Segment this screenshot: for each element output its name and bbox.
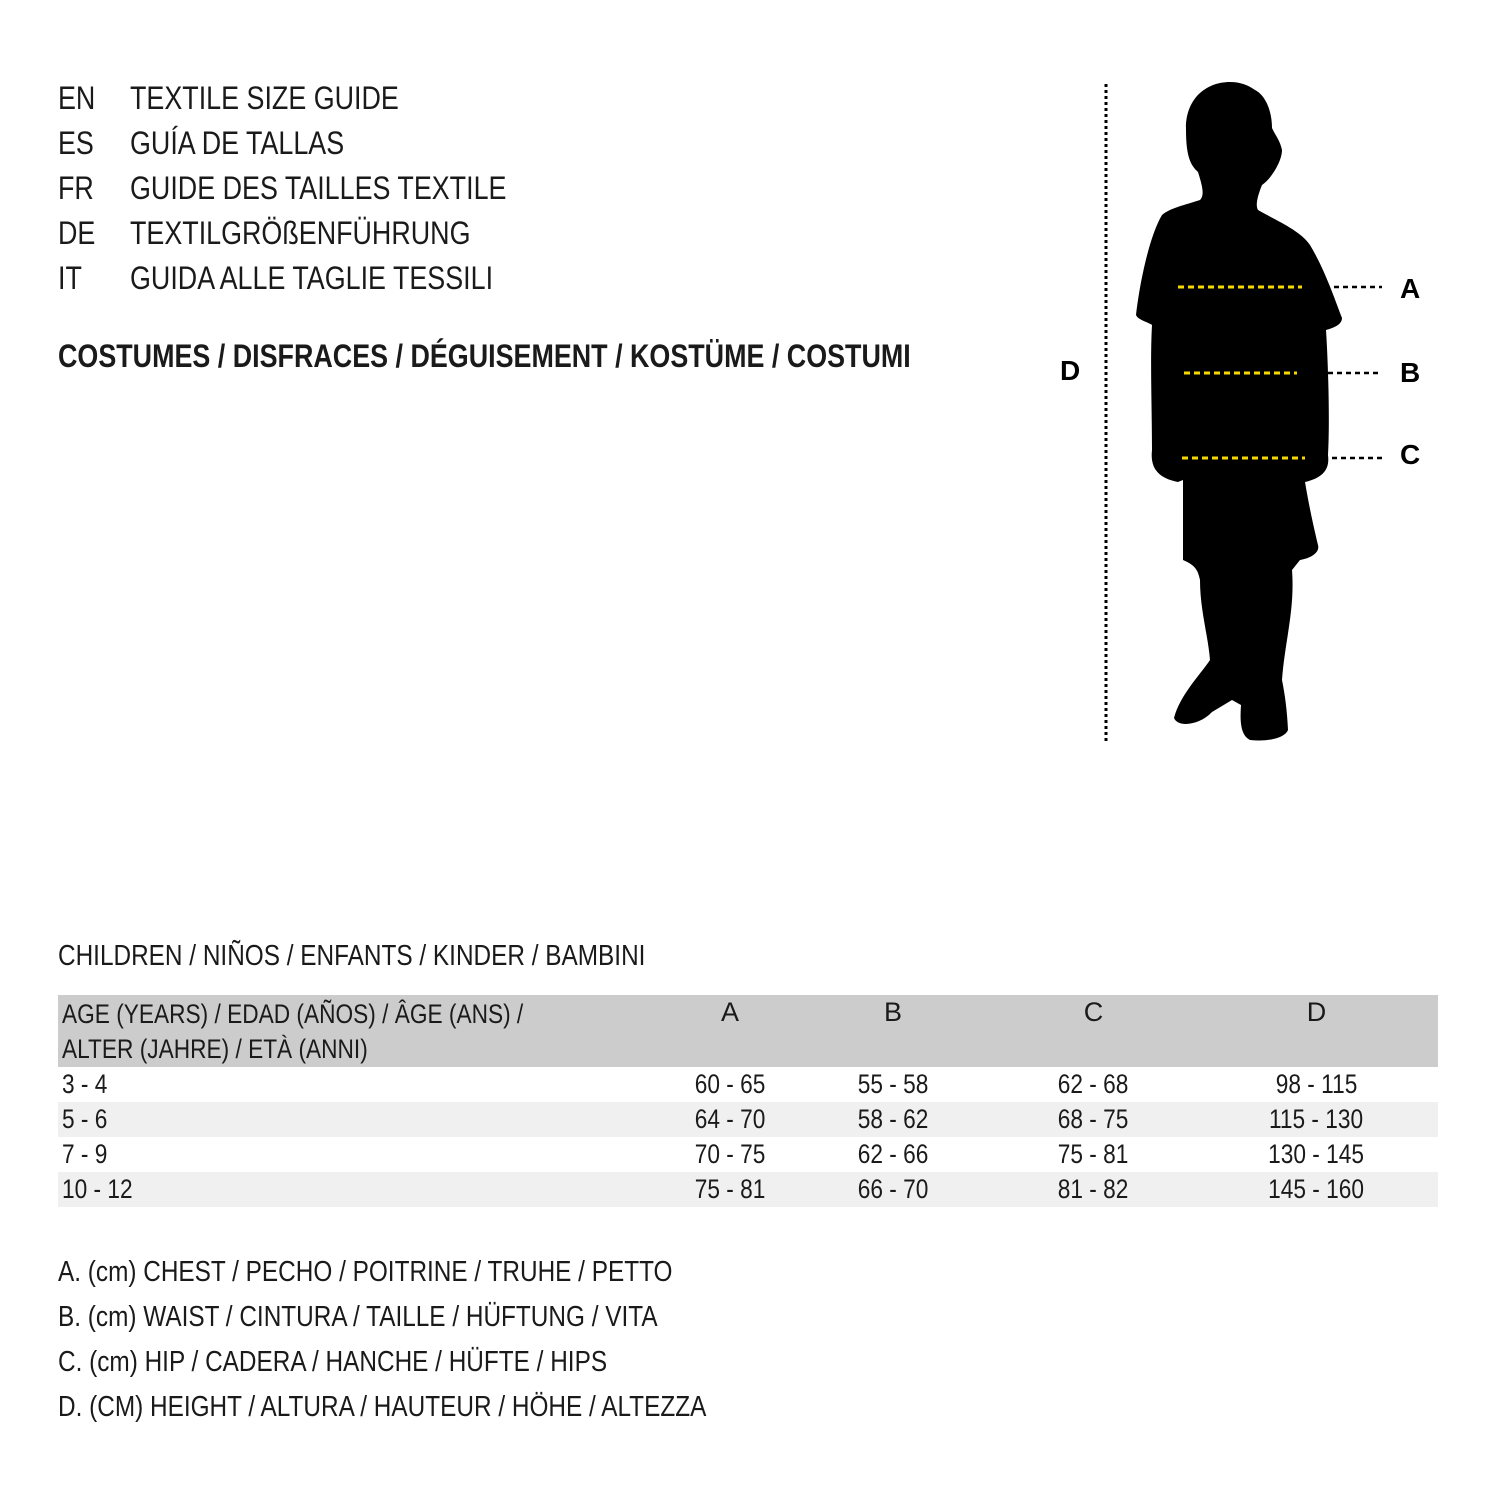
table-row: 3 - 4 60 - 65 55 - 58 62 - 68 98 - 115 (58, 1067, 1438, 1102)
note-text: B. (cm) WAIST / CINTURA / TAILLE / HÜFTU… (58, 1301, 658, 1333)
table-caption-text: CHILDREN / NIÑOS / ENFANTS / KINDER / BA… (58, 940, 646, 972)
cell-text: 66 - 70 (857, 1174, 929, 1204)
language-code: EN (58, 80, 96, 116)
note-text: A. (cm) CHEST / PECHO / POITRINE / TRUHE… (58, 1256, 673, 1288)
child-silhouette-figure: D A B C (1060, 82, 1420, 742)
size-cell-c: 75 - 81 (992, 1137, 1195, 1172)
header-b: B (794, 995, 992, 1067)
size-cell-a: 64 - 70 (666, 1102, 794, 1137)
size-cell-c: 68 - 75 (992, 1102, 1195, 1137)
cell-text: 55 - 58 (857, 1069, 929, 1099)
title-text: GUIDE DES TAILLES TEXTILE (130, 170, 507, 206)
age-cell: 10 - 12 (58, 1172, 666, 1207)
cell-text: 98 - 115 (1275, 1069, 1358, 1099)
category-heading: COSTUMES / DISFRACES / DÉGUISEMENT / KOS… (58, 338, 1073, 375)
cell-text: 68 - 75 (1058, 1104, 1129, 1134)
header-c: C (992, 995, 1195, 1067)
cell-text: 62 - 68 (1058, 1069, 1129, 1099)
size-cell-b: 58 - 62 (794, 1102, 992, 1137)
table-caption: CHILDREN / NIÑOS / ENFANTS / KINDER / BA… (58, 940, 757, 973)
header-age-line1: AGE (YEARS) / EDAD (AÑOS) / ÂGE (ANS) / (62, 999, 524, 1029)
table-header-row: AGE (YEARS) / EDAD (AÑOS) / ÂGE (ANS) / A… (58, 995, 1438, 1067)
size-cell-a: 60 - 65 (666, 1067, 794, 1102)
note-c: C. (cm) HIP / CADERA / HANCHE / HÜFTE / … (58, 1340, 830, 1385)
age-cell: 7 - 9 (58, 1137, 666, 1172)
title-text: TEXTILGRÖßENFÜHRUNG (130, 215, 471, 251)
cell-text: 60 - 65 (694, 1069, 766, 1099)
note-text: D. (CM) HEIGHT / ALTURA / HAUTEUR / HÖHE… (58, 1391, 707, 1423)
size-table: AGE (YEARS) / EDAD (AÑOS) / ÂGE (ANS) / A… (58, 995, 1438, 1207)
size-cell-d: 130 - 145 (1195, 1137, 1438, 1172)
cell-text: 81 - 82 (1058, 1174, 1129, 1204)
title-text: GUIDA ALLE TAGLIE TESSILI (130, 260, 494, 296)
size-cell-b: 55 - 58 (794, 1067, 992, 1102)
cell-text: 62 - 66 (857, 1139, 929, 1169)
cell-text: 130 - 145 (1268, 1139, 1365, 1169)
cell-text: 58 - 62 (857, 1104, 929, 1134)
cell-text: 75 - 81 (694, 1174, 766, 1204)
table-row: 10 - 12 75 - 81 66 - 70 81 - 82 145 - 160 (58, 1172, 1438, 1207)
cell-text: 10 - 12 (62, 1174, 133, 1204)
size-cell-b: 62 - 66 (794, 1137, 992, 1172)
cell-text: 3 - 4 (62, 1069, 108, 1099)
language-code: FR (58, 170, 94, 206)
size-cell-a: 75 - 81 (666, 1172, 794, 1207)
size-cell-c: 62 - 68 (992, 1067, 1195, 1102)
cell-text: 115 - 130 (1269, 1104, 1364, 1134)
cell-text: 70 - 75 (694, 1139, 766, 1169)
size-cell-d: 98 - 115 (1195, 1067, 1438, 1102)
size-cell-c: 81 - 82 (992, 1172, 1195, 1207)
cell-text: 7 - 9 (62, 1139, 108, 1169)
table-row: 7 - 9 70 - 75 62 - 66 75 - 81 130 - 145 (58, 1137, 1438, 1172)
category-text: COSTUMES / DISFRACES / DÉGUISEMENT / KOS… (58, 338, 911, 374)
cell-text: 145 - 160 (1268, 1174, 1365, 1204)
label-c: C (1400, 439, 1420, 470)
cell-text: 5 - 6 (62, 1104, 108, 1134)
age-cell: 3 - 4 (58, 1067, 666, 1102)
header-d: D (1195, 995, 1438, 1067)
note-d: D. (CM) HEIGHT / ALTURA / HAUTEUR / HÖHE… (58, 1385, 830, 1430)
note-b: B. (cm) WAIST / CINTURA / TAILLE / HÜFTU… (58, 1295, 830, 1340)
size-cell-d: 145 - 160 (1195, 1172, 1438, 1207)
label-d: D (1060, 355, 1080, 386)
size-cell-b: 66 - 70 (794, 1172, 992, 1207)
note-a: A. (cm) CHEST / PECHO / POITRINE / TRUHE… (58, 1250, 830, 1295)
measurement-notes: A. (cm) CHEST / PECHO / POITRINE / TRUHE… (58, 1250, 830, 1430)
language-code: IT (58, 260, 82, 296)
label-b: B (1400, 357, 1420, 388)
title-text: GUÍA DE TALLAS (130, 125, 345, 161)
cell-text: 64 - 70 (694, 1104, 766, 1134)
size-cell-a: 70 - 75 (666, 1137, 794, 1172)
table-row: 5 - 6 64 - 70 58 - 62 68 - 75 115 - 130 (58, 1102, 1438, 1137)
child-silhouette (1136, 82, 1342, 741)
header-age: AGE (YEARS) / EDAD (AÑOS) / ÂGE (ANS) / A… (58, 995, 666, 1067)
label-a: A (1400, 273, 1420, 304)
title-text: TEXTILE SIZE GUIDE (130, 80, 399, 116)
header-a: A (666, 995, 794, 1067)
language-code: ES (58, 125, 94, 161)
header-age-line2: ALTER (JAHRE) / ETÀ (ANNI) (62, 1034, 368, 1064)
age-cell: 5 - 6 (58, 1102, 666, 1137)
size-cell-d: 115 - 130 (1195, 1102, 1438, 1137)
language-code: DE (58, 215, 96, 251)
note-text: C. (cm) HIP / CADERA / HANCHE / HÜFTE / … (58, 1346, 608, 1378)
cell-text: 75 - 81 (1058, 1139, 1129, 1169)
